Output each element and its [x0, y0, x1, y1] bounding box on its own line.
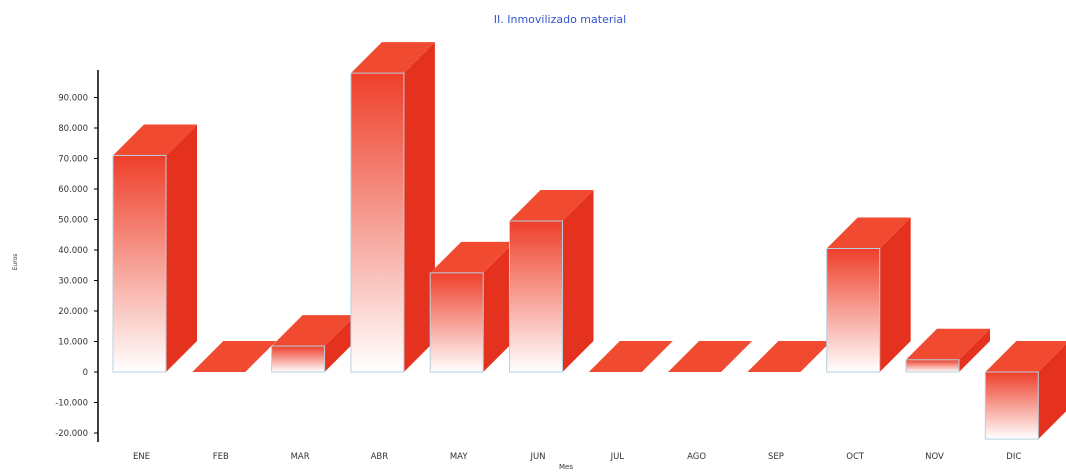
bar-sep	[747, 341, 832, 372]
bar-top-face	[350, 42, 435, 74]
y-axis: 90.000 80.000 70.000 60.000 50.000 40.000 30.0…	[55, 70, 99, 442]
bar-top-face	[588, 341, 673, 372]
x-tick-label: OCT	[846, 452, 865, 462]
bar-ago	[668, 341, 753, 372]
bar-top-face	[113, 124, 197, 156]
x-tick-label: ABR	[371, 452, 389, 462]
bar-front-face	[271, 345, 326, 373]
bar-top-face	[668, 341, 753, 372]
x-tick-label: SEP	[768, 452, 784, 462]
bar-side-face	[483, 241, 515, 372]
y-tick-label: -10.000	[55, 399, 88, 409]
bar-front-face	[350, 72, 405, 373]
bar-dic	[984, 341, 1066, 440]
bar-side-face	[959, 328, 990, 372]
bar-side-face	[1038, 344, 1066, 440]
bar-front-face	[429, 272, 484, 373]
bar-front-face	[984, 371, 1039, 440]
bar-side-face	[562, 190, 594, 372]
y-tick-label: 10.000	[58, 338, 88, 348]
bar-front-face	[112, 154, 167, 373]
bar-top-face	[906, 328, 990, 360]
y-tick-label: -20.000	[55, 429, 88, 439]
y-tick-label: 30.000	[58, 277, 88, 287]
bar-top-face	[509, 190, 594, 222]
bar-jun	[509, 190, 594, 373]
bar-top-face	[271, 315, 356, 347]
bar-front-face	[905, 359, 960, 373]
bar-may	[429, 241, 515, 373]
x-tick-label: MAY	[450, 452, 468, 462]
bar-abr	[350, 42, 435, 373]
bar-jul	[588, 341, 673, 372]
y-tick-label: 20.000	[58, 307, 88, 317]
y-axis-label: Euros	[12, 254, 19, 271]
bar-top-face	[985, 341, 1066, 372]
bar-ene	[112, 124, 197, 373]
y-tick-label: 90.000	[58, 94, 88, 104]
x-tick-label: NOV	[925, 452, 944, 462]
x-tick-label: MAR	[291, 452, 310, 462]
bar-front-face	[509, 220, 563, 373]
bar-mar	[271, 315, 356, 373]
bar-top-face	[430, 241, 515, 273]
x-axis-tick-labels: ENE FEB MAR ABR MAY JUN JUL AGO SEP OCT NOV DIC	[133, 452, 1021, 462]
x-tick-label: JUN	[529, 452, 545, 462]
bar-top-face	[826, 217, 911, 249]
y-tick-label: 40.000	[58, 246, 88, 256]
y-tick-label: 50.000	[58, 216, 88, 226]
bar-nov	[905, 328, 990, 373]
bar-side-face	[403, 42, 435, 372]
bar-feb	[192, 341, 277, 372]
y-tick-label: 0	[83, 368, 88, 378]
x-tick-label: ENE	[133, 452, 150, 462]
x-tick-label: AGO	[687, 452, 706, 462]
x-tick-label: DIC	[1006, 452, 1021, 462]
bar-oct	[826, 217, 911, 373]
bar-side-face	[324, 315, 356, 372]
y-tick-label: 70.000	[58, 155, 88, 165]
bar-front-face	[826, 247, 881, 373]
bars	[112, 42, 1066, 440]
x-tick-label: FEB	[213, 452, 229, 462]
bar-top-face	[747, 341, 832, 372]
bar-side-face	[879, 217, 911, 372]
y-tick-label: 60.000	[58, 185, 88, 195]
bar-side-face	[166, 124, 197, 372]
chart-title: II. Inmovilizado material	[494, 13, 626, 26]
x-axis-label: Mes	[559, 463, 573, 471]
bar-top-face	[192, 341, 277, 372]
y-tick-label: 80.000	[58, 124, 88, 134]
x-tick-label: JUL	[610, 452, 625, 462]
